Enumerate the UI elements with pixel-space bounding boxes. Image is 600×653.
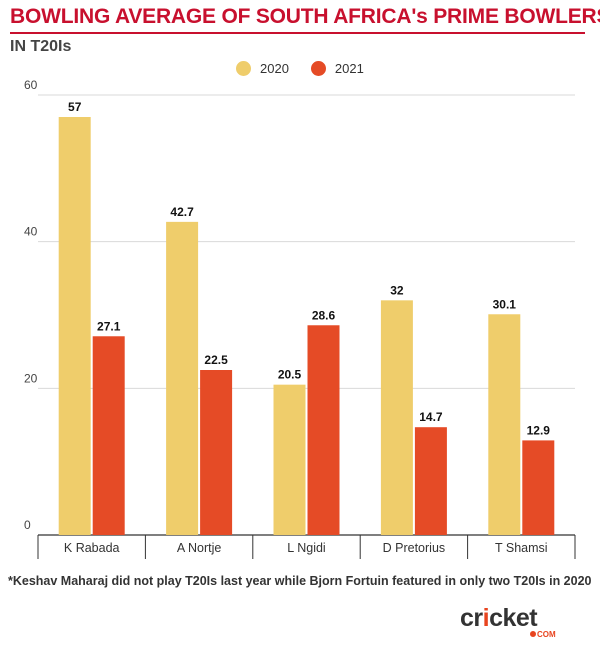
data-label: 32 xyxy=(390,283,404,297)
y-tick-label: 0 xyxy=(24,518,31,532)
chart-title: BOWLING AVERAGE OF SOUTH AFRICA's PRIME … xyxy=(10,5,600,28)
data-label: 12.9 xyxy=(527,423,551,437)
data-label: 42.7 xyxy=(170,205,194,219)
bar-chart: 0 20 40 60 K Rabada 57 27.1 A Nortje 42.7 22.5 L N… xyxy=(24,78,576,559)
data-label: 30.1 xyxy=(493,297,517,311)
chart-subtitle: IN T20Is xyxy=(10,38,72,55)
legend-swatch-2020 xyxy=(236,61,251,76)
bar-2020 xyxy=(488,314,521,535)
y-tick-label: 40 xyxy=(24,225,38,239)
data-label: 27.1 xyxy=(97,319,121,333)
x-tick-label: L Ngidi xyxy=(287,541,325,555)
bar-2020 xyxy=(58,117,91,535)
data-label: 20.5 xyxy=(278,368,302,382)
x-tick-label: K Rabada xyxy=(64,541,120,555)
brand-sub: COM xyxy=(537,630,556,639)
footnote: *Keshav Maharaj did not play T20Is last … xyxy=(8,574,592,588)
legend: 2020 2021 xyxy=(236,61,386,76)
bar-2020 xyxy=(166,221,199,535)
brand-logo: cricket xyxy=(460,604,538,632)
legend-label-2020: 2020 xyxy=(260,61,289,76)
legend-item-2020: 2020 xyxy=(236,61,289,76)
bar-2021 xyxy=(307,325,340,535)
data-label: 14.7 xyxy=(419,410,443,424)
title-underline xyxy=(10,32,585,34)
bar-2021 xyxy=(200,370,233,535)
bar-2020 xyxy=(380,300,413,535)
legend-item-2021: 2021 xyxy=(310,61,364,76)
data-label: 28.6 xyxy=(312,308,336,322)
x-tick-label: D Pretorius xyxy=(383,541,446,555)
brand-dot xyxy=(530,631,536,637)
legend-label-2021: 2021 xyxy=(334,61,364,76)
legend-swatch-2021 xyxy=(310,61,326,76)
bar-2021 xyxy=(414,427,447,535)
x-tick-label: A Nortje xyxy=(177,541,222,555)
bar-2020 xyxy=(273,384,306,535)
y-tick-label: 60 xyxy=(24,78,38,92)
data-label: 57 xyxy=(68,100,82,114)
bar-2021 xyxy=(522,440,555,535)
x-tick-label: T Shamsi xyxy=(495,541,548,555)
y-tick-label: 20 xyxy=(24,371,38,385)
bar-2021 xyxy=(92,336,125,535)
data-label: 22.5 xyxy=(204,353,228,367)
